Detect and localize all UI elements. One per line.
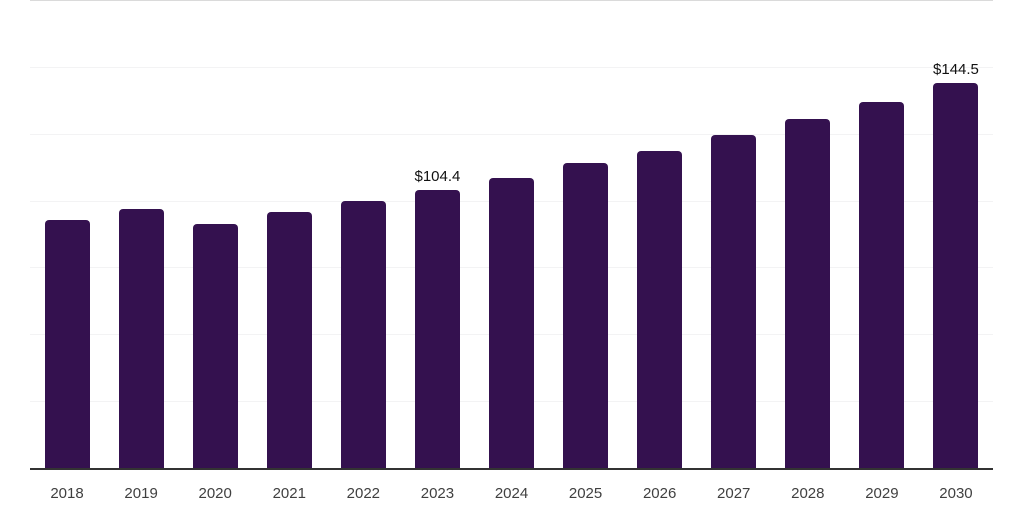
gridline-125 (30, 133, 993, 135)
plot-area: $104.4 $144.5 (30, 0, 993, 470)
bar-value-label-2030: $144.5 (933, 60, 979, 78)
x-tick-label-2025: 2025 (568, 485, 603, 502)
bar-2020[interactable] (192, 223, 238, 469)
bar-2026[interactable] (637, 150, 683, 469)
x-axis-tick-labels: 2018 2019 2020 2021 2022 2023 2024 2025 2026 2027… (30, 485, 993, 507)
x-tick-label-2024: 2024 (494, 485, 529, 502)
bar-2022[interactable] (340, 200, 386, 469)
x-tick-label-2023: 2023 (420, 485, 455, 502)
bar-2021[interactable] (266, 212, 312, 469)
bar-2018[interactable] (44, 220, 90, 469)
bar-value-label-2023: $104.4 (414, 167, 461, 185)
x-axis-line (30, 468, 993, 470)
bar-2025[interactable] (563, 163, 609, 469)
gridline-175 (30, 0, 993, 1)
x-tick-label-2027: 2027 (717, 485, 751, 502)
bar-2027[interactable] (711, 134, 757, 469)
bar-2028[interactable] (785, 118, 831, 469)
x-tick-label-2020: 2020 (198, 485, 232, 502)
bar-2029[interactable] (859, 101, 905, 469)
x-tick-label-2018: 2018 (50, 485, 84, 502)
x-tick-label-2028: 2028 (791, 485, 825, 502)
bar-2030[interactable] (933, 82, 979, 469)
bar-2019[interactable] (118, 208, 164, 469)
x-tick-label-2019: 2019 (124, 485, 158, 502)
x-tick-label-2030: 2030 (939, 485, 973, 502)
x-tick-label-2022: 2022 (346, 485, 381, 502)
x-tick-label-2026: 2026 (642, 485, 677, 502)
gridline-150 (30, 66, 993, 68)
x-tick-label-2029: 2029 (865, 485, 899, 502)
bar-2024[interactable] (489, 178, 534, 469)
bar-2023[interactable] (414, 189, 460, 469)
x-tick-label-2021: 2021 (272, 485, 306, 502)
